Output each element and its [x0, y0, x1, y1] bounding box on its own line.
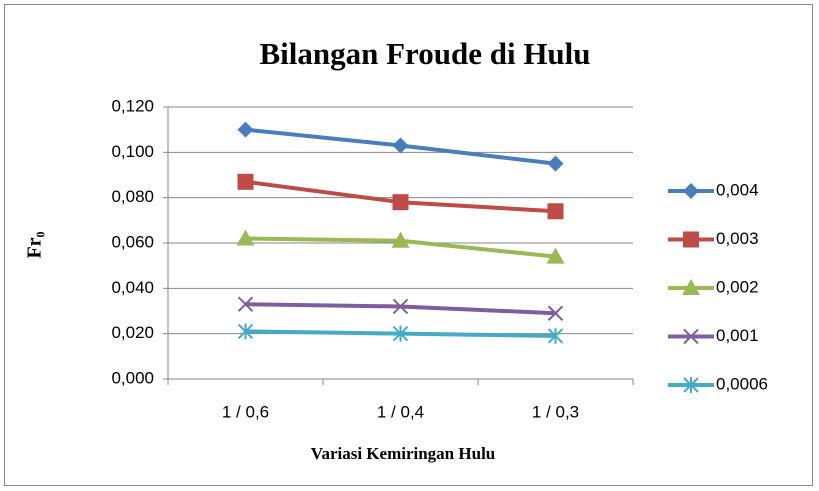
marker	[237, 296, 254, 312]
x-tick-label: 1 / 0,4	[377, 402, 424, 421]
marker	[547, 203, 564, 220]
marker	[547, 327, 564, 344]
x-tick-label: 1 / 0,6	[222, 402, 269, 421]
y-axis-label: Fr₀	[24, 231, 46, 258]
legend-marker	[682, 279, 700, 295]
chart-frame	[4, 4, 813, 486]
legend-label: 0,003	[716, 229, 759, 248]
marker	[391, 231, 410, 248]
y-tick-label: 0,000	[111, 368, 154, 387]
legend-label: 0,004	[716, 180, 759, 199]
legend-label: 0,0006	[716, 374, 768, 393]
marker	[392, 325, 409, 342]
y-tick-label: 0,020	[111, 323, 154, 342]
y-tick-label: 0,120	[111, 96, 154, 115]
legend-marker	[683, 183, 699, 199]
legend-marker	[683, 231, 699, 248]
legend-marker	[683, 328, 699, 345]
marker	[547, 305, 564, 321]
marker	[547, 155, 564, 172]
y-tick-label: 0,080	[111, 187, 154, 206]
legend-label: 0,002	[716, 277, 759, 296]
marker	[236, 229, 255, 246]
x-axis-label: Variasi Kemiringan Hulu	[311, 444, 496, 463]
marker	[237, 173, 254, 190]
marker	[237, 121, 254, 138]
y-tick-label: 0,040	[111, 278, 154, 297]
legend-label: 0,001	[716, 326, 759, 345]
y-tick-label: 0,100	[111, 142, 154, 161]
chart-title: Bilangan Froude di Hulu	[259, 36, 590, 71]
marker	[237, 323, 254, 340]
legend-marker	[683, 377, 699, 393]
y-tick-label: 0,060	[111, 232, 154, 251]
marker	[392, 298, 409, 315]
marker	[392, 137, 409, 154]
marker	[392, 194, 409, 211]
x-tick-label: 1 / 0,3	[532, 402, 579, 421]
marker	[546, 247, 565, 264]
